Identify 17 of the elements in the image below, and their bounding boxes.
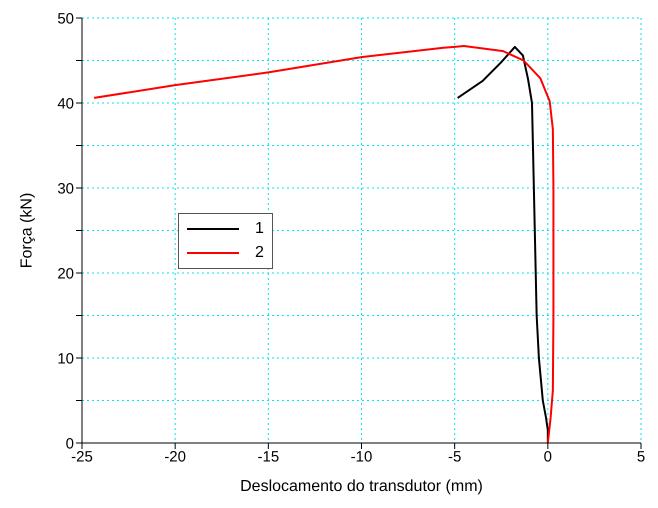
x-tick-label: 0: [544, 448, 552, 466]
y-tick-label: 10: [57, 350, 74, 368]
y-tick-label: 0: [66, 435, 74, 452]
x-axis-title: Deslocamento do transdutor (mm): [240, 478, 483, 495]
x-tick-label: -15: [257, 448, 280, 466]
x-tick-label: 5: [636, 448, 646, 466]
legend-label: 2: [255, 244, 264, 262]
y-tick-label: 40: [57, 95, 74, 112]
y-tick-label: 50: [57, 10, 74, 28]
legend-label: 1: [255, 220, 264, 238]
y-axis-title: Força (kN): [18, 192, 36, 268]
x-tick-label: -5: [448, 448, 462, 466]
y-tick-label: 20: [57, 265, 74, 282]
x-tick-label: -20: [164, 448, 186, 466]
y-tick-label: 30: [57, 180, 74, 198]
x-tick-label: -10: [350, 448, 372, 466]
x-tick-label: -25: [71, 448, 93, 466]
